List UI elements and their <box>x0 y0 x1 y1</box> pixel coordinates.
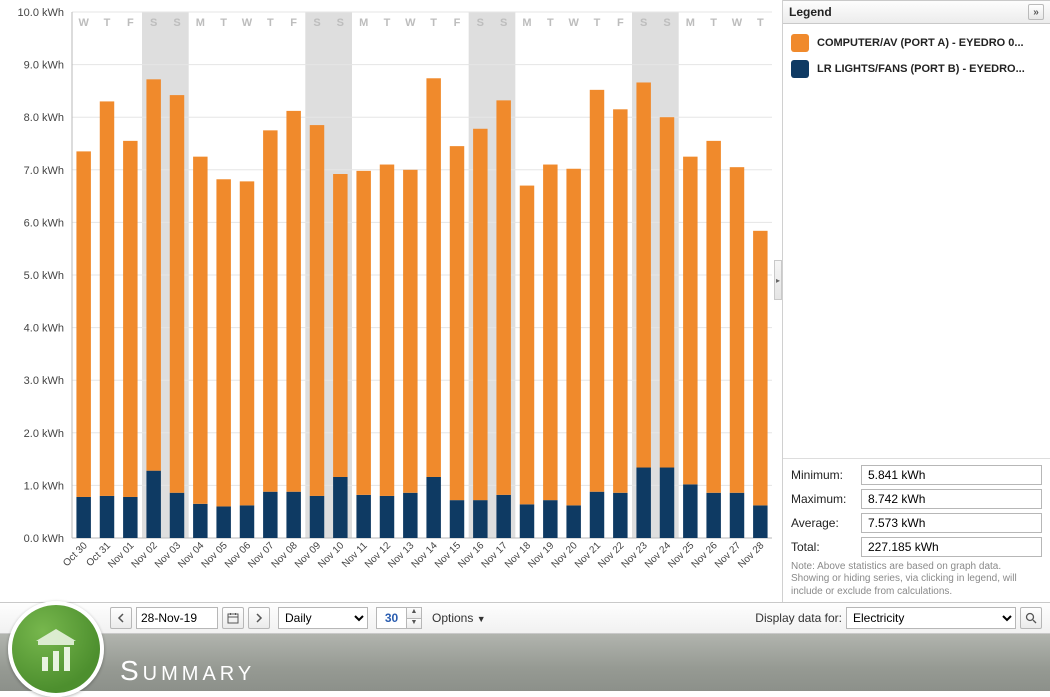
days-spinner[interactable]: ▲ ▼ <box>376 607 422 629</box>
chart-area: 0.0 kWh 1.0 kWh 2.0 kWh 3.0 kWh 4.0 kWh 5.0 k… <box>0 0 782 602</box>
svg-text:0.0 kWh: 0.0 kWh <box>24 533 64 545</box>
legend-item[interactable]: COMPUTER/AV (PORT A) - EYEDRO 0... <box>789 30 1044 56</box>
svg-text:T: T <box>267 17 274 29</box>
svg-text:1.0 kWh: 1.0 kWh <box>24 480 64 492</box>
toolbar: HourlyDailyWeeklyMonthly ▲ ▼ Options ▼ D… <box>0 602 1050 634</box>
svg-text:9.0 kWh: 9.0 kWh <box>24 60 64 72</box>
usage-chart[interactable]: 0.0 kWh 1.0 kWh 2.0 kWh 3.0 kWh 4.0 kWh 5.0 k… <box>8 4 778 602</box>
svg-text:S: S <box>640 17 647 29</box>
summary-logo <box>8 601 104 697</box>
svg-text:T: T <box>430 17 437 29</box>
svg-text:M: M <box>359 17 368 29</box>
days-down-button[interactable]: ▼ <box>406 618 422 629</box>
side-panel: Legend » COMPUTER/AV (PORT A) - EYEDRO 0… <box>782 0 1050 602</box>
svg-text:T: T <box>220 17 227 29</box>
svg-text:M: M <box>522 17 531 29</box>
svg-text:F: F <box>454 17 461 29</box>
arrow-right-icon <box>254 613 264 623</box>
svg-text:7.0 kWh: 7.0 kWh <box>24 165 64 177</box>
search-icon <box>1025 612 1037 624</box>
arrow-left-icon <box>116 613 126 623</box>
svg-text:S: S <box>477 17 484 29</box>
stat-value <box>861 489 1042 509</box>
date-input[interactable] <box>136 607 218 629</box>
svg-text:4.0 kWh: 4.0 kWh <box>24 323 64 335</box>
svg-text:F: F <box>127 17 134 29</box>
svg-text:T: T <box>384 17 391 29</box>
svg-text:T: T <box>710 17 717 29</box>
building-bars-icon <box>26 619 86 679</box>
svg-text:W: W <box>242 17 253 29</box>
svg-text:S: S <box>337 17 344 29</box>
legend-header: Legend » <box>783 0 1050 24</box>
calendar-icon <box>227 612 239 624</box>
svg-text:W: W <box>732 17 743 29</box>
stat-row: Average: <box>791 513 1042 533</box>
display-data-label: Display data for: <box>755 611 842 625</box>
stat-value <box>861 537 1042 557</box>
svg-text:3.0 kWh: 3.0 kWh <box>24 375 64 387</box>
svg-text:W: W <box>78 17 89 29</box>
stat-label: Average: <box>791 516 855 530</box>
search-button[interactable] <box>1020 607 1042 629</box>
legend-expand-button[interactable]: » <box>1028 4 1044 20</box>
caret-down-icon: ▼ <box>477 614 486 624</box>
svg-text:M: M <box>196 17 205 29</box>
svg-text:2.0 kWh: 2.0 kWh <box>24 428 64 440</box>
svg-text:W: W <box>568 17 579 29</box>
stat-row: Total: <box>791 537 1042 557</box>
display-data-select[interactable]: ElectricityGasWater <box>846 607 1016 629</box>
stat-value <box>861 465 1042 485</box>
legend-label: COMPUTER/AV (PORT A) - EYEDRO 0... <box>817 37 1024 49</box>
svg-text:F: F <box>290 17 297 29</box>
stat-row: Minimum: <box>791 465 1042 485</box>
stat-row: Maximum: <box>791 489 1042 509</box>
legend-swatch <box>791 34 809 52</box>
svg-text:8.0 kWh: 8.0 kWh <box>24 112 64 124</box>
next-date-button[interactable] <box>248 607 270 629</box>
svg-text:5.0 kWh: 5.0 kWh <box>24 270 64 282</box>
svg-text:T: T <box>594 17 601 29</box>
granularity-select[interactable]: HourlyDailyWeeklyMonthly <box>278 607 368 629</box>
options-dropdown[interactable]: Options ▼ <box>432 611 486 625</box>
days-up-button[interactable]: ▲ <box>406 607 422 618</box>
svg-text:S: S <box>663 17 670 29</box>
legend-title: Legend <box>789 5 832 19</box>
date-picker-button[interactable] <box>222 607 244 629</box>
prev-date-button[interactable] <box>110 607 132 629</box>
stat-label: Total: <box>791 540 855 554</box>
options-label: Options <box>432 611 473 625</box>
collapse-side-panel-handle[interactable]: ▸ <box>774 260 782 300</box>
legend-item[interactable]: LR LIGHTS/FANS (PORT B) - EYEDRO... <box>789 56 1044 82</box>
stat-value <box>861 513 1042 533</box>
stats-note: Note: Above statistics are based on grap… <box>791 561 1042 599</box>
summary-banner: Summary <box>0 634 1050 691</box>
svg-text:F: F <box>617 17 624 29</box>
stats-panel: Minimum: Maximum: Average: Total: Note: Abo… <box>783 458 1050 603</box>
days-input[interactable] <box>376 607 406 629</box>
svg-text:T: T <box>757 17 764 29</box>
svg-text:S: S <box>173 17 180 29</box>
svg-text:S: S <box>150 17 157 29</box>
svg-text:T: T <box>547 17 554 29</box>
banner-title: Summary <box>120 655 255 687</box>
svg-text:T: T <box>104 17 111 29</box>
stat-label: Minimum: <box>791 468 855 482</box>
svg-text:W: W <box>405 17 416 29</box>
legend-swatch <box>791 60 809 78</box>
svg-text:10.0 kWh: 10.0 kWh <box>18 7 64 19</box>
svg-text:6.0 kWh: 6.0 kWh <box>24 217 64 229</box>
svg-text:S: S <box>500 17 507 29</box>
legend-body: COMPUTER/AV (PORT A) - EYEDRO 0... LR LIG… <box>783 24 1050 86</box>
legend-label: LR LIGHTS/FANS (PORT B) - EYEDRO... <box>817 63 1025 75</box>
svg-text:S: S <box>313 17 320 29</box>
svg-text:M: M <box>686 17 695 29</box>
stat-label: Maximum: <box>791 492 855 506</box>
